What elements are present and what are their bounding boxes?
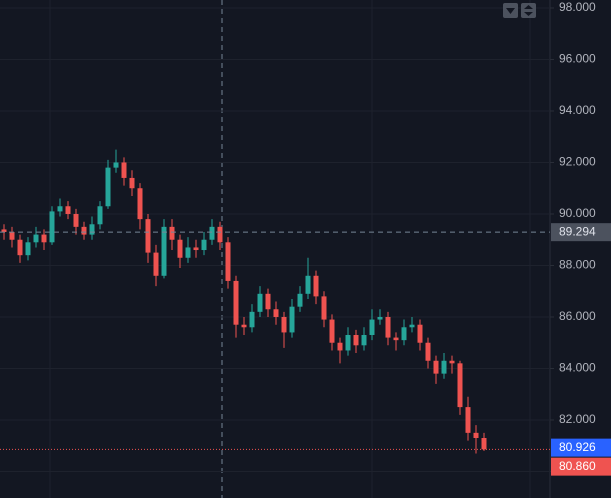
candle-body (257, 293, 263, 312)
candle-body (17, 239, 23, 256)
candle-body (49, 211, 55, 243)
candle-body (337, 342, 343, 351)
candle-body (377, 316, 383, 320)
candle-body (9, 232, 15, 240)
bid-label-box (551, 438, 611, 457)
candle-body (249, 311, 255, 328)
candle-body (209, 226, 215, 240)
y-tick-label: 82.000 (559, 412, 596, 426)
candle-body (73, 213, 79, 227)
candle-body (25, 242, 31, 256)
candle-body (105, 167, 111, 207)
last-label: 80.860 (559, 459, 596, 473)
v-grid (49, 0, 531, 498)
icon (506, 8, 515, 14)
candle-body (153, 252, 159, 276)
y-tick-label: 84.000 (559, 361, 596, 375)
candle-body (265, 293, 271, 310)
candle-body (393, 337, 399, 341)
candle-body (297, 293, 303, 307)
candle-body (169, 226, 175, 240)
candles (1, 149, 487, 454)
candle-body (201, 239, 207, 251)
scale-button[interactable] (521, 3, 536, 18)
candle-body (385, 316, 391, 338)
candle-body (433, 360, 439, 374)
candle-body (177, 239, 183, 258)
crosshair-label-box (551, 223, 611, 242)
candle-body (425, 342, 431, 361)
candle-body (409, 324, 415, 328)
candle-body (1, 229, 7, 233)
candle-body (449, 360, 455, 364)
candle-body (241, 324, 247, 328)
icon (524, 5, 533, 16)
last-label-box (551, 457, 611, 476)
candle-body (417, 324, 423, 343)
candle-body (481, 438, 487, 450)
y-tick-label: 88.000 (559, 258, 596, 272)
candle-body (89, 224, 95, 235)
candle-body (473, 432, 479, 439)
bid-label: 80.926 (559, 440, 596, 454)
candle-body (313, 275, 319, 297)
y-tick-label: 94.000 (559, 103, 596, 117)
candle-body (57, 206, 63, 212)
candle-body (353, 335, 359, 346)
candle-body (321, 296, 327, 320)
y-tick-label: 92.000 (559, 155, 596, 169)
candle-body (81, 226, 87, 235)
candle-body (441, 360, 447, 374)
candle-body (161, 226, 167, 276)
candle-body (273, 309, 279, 317)
y-tick-label: 90.000 (559, 206, 596, 220)
y-tick-label: 86.000 (559, 309, 596, 323)
candle-body (65, 206, 71, 214)
candle-body (233, 280, 239, 325)
candle-body (369, 319, 375, 336)
candle-body (281, 316, 287, 333)
candle-body (129, 177, 135, 189)
candle-body (113, 162, 119, 168)
candle-body (33, 234, 39, 243)
candle-body (305, 275, 311, 294)
overlay: 89.294 80.926 80.860 (0, 223, 611, 476)
candle-body (345, 335, 351, 351)
candle-body (329, 319, 335, 343)
candle-body (225, 242, 231, 281)
candle-body (193, 247, 199, 251)
candle-body (121, 162, 127, 178)
candle-body (41, 234, 47, 243)
candle-body (289, 306, 295, 333)
candle-body (361, 335, 367, 346)
candle-body (97, 206, 103, 225)
candle-body (465, 407, 471, 433)
crosshair-label: 89.294 (559, 224, 596, 238)
candle-body (401, 327, 407, 341)
candle-body (185, 247, 191, 258)
candle-body (137, 188, 143, 220)
candle-body (457, 363, 463, 408)
y-tick-label: 98.000 (559, 0, 596, 14)
candle-body (217, 226, 223, 243)
y-tick-label: 96.000 (559, 52, 596, 66)
candle-body (145, 219, 151, 253)
